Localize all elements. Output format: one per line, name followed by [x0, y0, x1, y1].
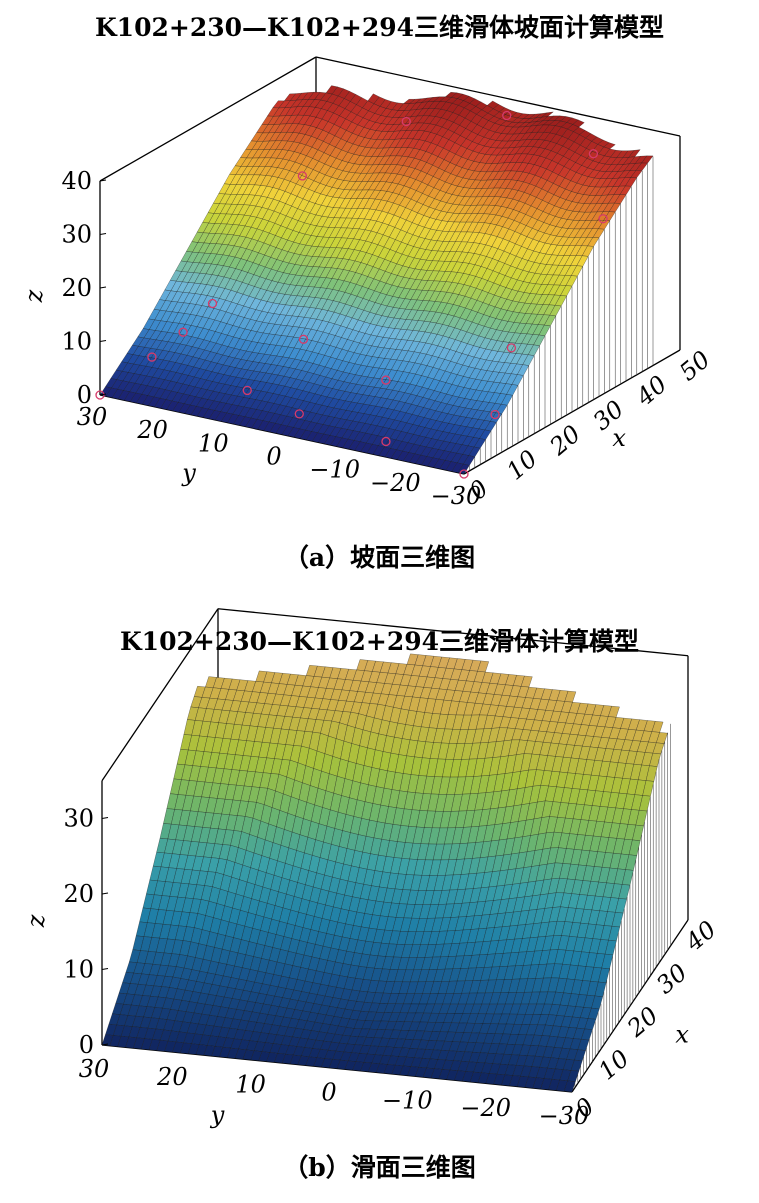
- survey-point: [598, 214, 608, 224]
- axis-edge: [315, 56, 681, 137]
- z-tick: [99, 179, 107, 182]
- y-tick-label: 30: [79, 1055, 110, 1083]
- y-tick-label: −10: [309, 456, 360, 484]
- survey-point: [490, 409, 500, 420]
- z-tick-label: 0: [79, 1031, 94, 1059]
- y-axis-label: y: [210, 1101, 225, 1129]
- survey-point: [294, 409, 304, 419]
- survey-point: [506, 343, 517, 353]
- z-tick-label: 30: [61, 221, 92, 249]
- z-tick-label: 20: [61, 274, 92, 302]
- survey-point: [502, 110, 512, 121]
- z-tick-label: 40: [61, 167, 92, 195]
- chart-caption: （a）坡面三维图: [283, 543, 476, 572]
- survey-point: [242, 385, 252, 396]
- surface-cell: [563, 1080, 576, 1093]
- z-axis-label: z: [20, 289, 48, 303]
- z-tick: [99, 233, 107, 235]
- axis-edge: [101, 608, 219, 782]
- z-tick-label: 30: [63, 805, 94, 833]
- survey-point: [147, 352, 157, 362]
- x-axis-label: x: [612, 424, 626, 452]
- y-tick-label: 20: [156, 1063, 188, 1091]
- survey-point: [459, 469, 469, 479]
- y-tick-label: −20: [460, 1094, 511, 1122]
- survey-point: [401, 116, 411, 127]
- side-wall: [469, 156, 654, 471]
- x-tick-label: 10: [501, 445, 542, 486]
- y-tick-label: 30: [77, 403, 108, 431]
- axis-edge: [217, 608, 689, 657]
- survey-point: [178, 327, 188, 337]
- survey-point: [588, 149, 599, 159]
- y-axis-label: y: [181, 459, 196, 487]
- y-tick-label: −30: [539, 1102, 590, 1130]
- axis-edge: [99, 56, 317, 182]
- survey-point: [207, 298, 218, 309]
- y-tick-label: −30: [431, 482, 482, 510]
- survey-point: [298, 334, 309, 344]
- z-tick-label: 10: [63, 956, 94, 984]
- survey-point: [381, 436, 391, 447]
- x-tick-label: 40: [630, 370, 672, 412]
- chart-title: K102+230—K102+294三维滑体坡面计算模型: [94, 13, 665, 42]
- z-tick: [101, 1043, 109, 1046]
- z-tick-label: 0: [77, 381, 92, 409]
- slope-surface: [99, 85, 654, 475]
- y-tick-label: 20: [136, 416, 168, 444]
- z-tick: [101, 968, 109, 970]
- z-tick-label: 10: [61, 328, 92, 356]
- z-tick: [99, 286, 107, 289]
- x-axis-label: x: [675, 1021, 689, 1049]
- chart-panel-b: K102+230—K102+294三维滑体计算模型 0 10 20 30 30 20 10 0…: [0, 600, 759, 1203]
- slope-surface: [101, 653, 668, 1093]
- z-tick: [101, 892, 109, 895]
- x-tick-label: 20: [544, 420, 586, 462]
- z-tick: [101, 817, 109, 819]
- y-tick-label: 10: [198, 429, 229, 457]
- chart-title: K102+230—K102+294三维滑体计算模型: [119, 627, 640, 656]
- z-tick: [99, 340, 107, 342]
- x-tick-label: 40: [679, 915, 721, 957]
- survey-point: [381, 375, 391, 385]
- z-axis-label: z: [22, 914, 50, 928]
- chart-panel-a: K102+230—K102+294三维滑体坡面计算模型 0 10 20 30 40 30 2…: [0, 0, 759, 600]
- side-wall: [574, 723, 671, 1088]
- chart-caption: （b）滑面三维图: [283, 1153, 476, 1182]
- survey-point: [95, 390, 105, 400]
- y-tick-label: −10: [382, 1086, 433, 1114]
- y-tick-label: 10: [235, 1071, 266, 1099]
- z-tick: [99, 393, 107, 396]
- survey-point: [297, 171, 308, 181]
- x-tick-label: 20: [621, 1001, 663, 1043]
- y-tick-label: −20: [370, 469, 421, 497]
- y-tick-label: 0: [266, 443, 281, 471]
- z-tick-label: 20: [63, 880, 94, 908]
- y-tick-label: 0: [321, 1079, 336, 1107]
- x-tick-label: 50: [674, 345, 715, 386]
- survey-points: [95, 110, 608, 479]
